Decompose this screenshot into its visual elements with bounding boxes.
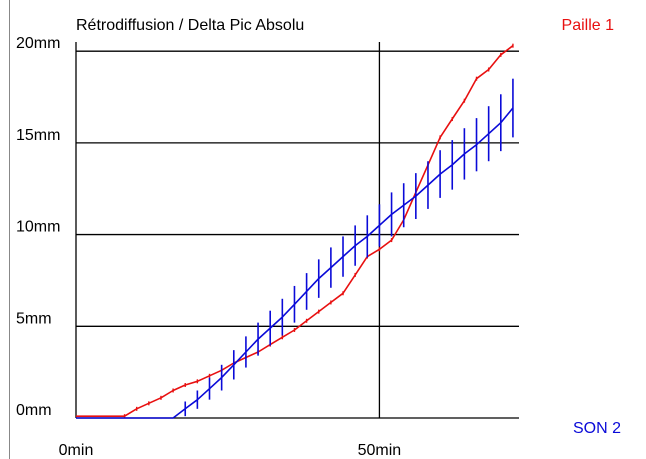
grid xyxy=(75,42,519,419)
legend-son-2: SON 2 xyxy=(573,420,621,437)
y-tick-label: 15mm xyxy=(16,127,60,144)
x-axis-ticks: 0min 50min xyxy=(59,442,402,459)
x-tick-label: 0min xyxy=(59,442,94,459)
series-paille-1 xyxy=(76,43,514,419)
legend-paille-1: Paille 1 xyxy=(562,17,615,34)
y-tick-label: 10mm xyxy=(16,219,60,236)
y-tick-label: 5mm xyxy=(16,310,52,327)
y-tick-label: 20mm xyxy=(16,35,60,52)
x-tick-label: 50min xyxy=(358,442,402,459)
y-tick-label: 0mm xyxy=(16,402,52,419)
series-son-2 xyxy=(76,78,514,419)
series-layer xyxy=(76,43,514,419)
series-line xyxy=(76,45,514,418)
series-line xyxy=(76,107,514,419)
chart-title: Rétrodiffusion / Delta Pic Absolu xyxy=(76,17,304,34)
y-axis-ticks: 0mm 5mm 10mm 15mm 20mm xyxy=(16,35,60,419)
